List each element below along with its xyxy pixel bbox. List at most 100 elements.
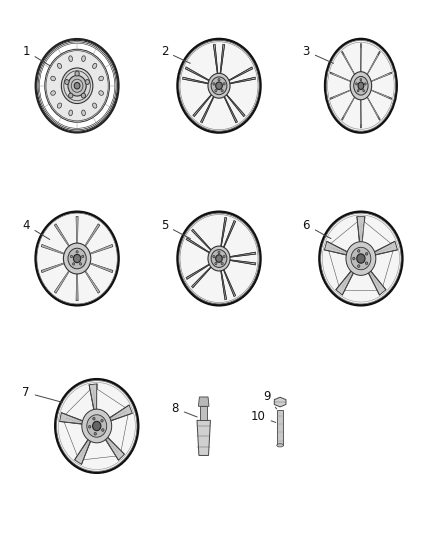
Ellipse shape: [177, 212, 261, 305]
Polygon shape: [220, 267, 226, 300]
Polygon shape: [76, 216, 78, 248]
Ellipse shape: [73, 263, 74, 265]
Ellipse shape: [354, 76, 368, 95]
Ellipse shape: [221, 90, 223, 92]
Ellipse shape: [356, 83, 357, 85]
Ellipse shape: [88, 425, 91, 428]
Text: 5: 5: [161, 219, 191, 239]
Ellipse shape: [218, 78, 220, 81]
Polygon shape: [86, 245, 113, 256]
Polygon shape: [222, 221, 236, 251]
Ellipse shape: [208, 74, 230, 98]
Ellipse shape: [57, 63, 62, 68]
Ellipse shape: [45, 49, 110, 122]
Ellipse shape: [75, 71, 79, 76]
Polygon shape: [226, 67, 253, 82]
Polygon shape: [367, 88, 392, 99]
Polygon shape: [83, 436, 116, 460]
Text: 6: 6: [303, 219, 331, 239]
Ellipse shape: [357, 90, 359, 92]
Polygon shape: [330, 88, 354, 99]
Ellipse shape: [211, 77, 227, 95]
Polygon shape: [220, 217, 226, 250]
Polygon shape: [76, 269, 78, 301]
Polygon shape: [192, 229, 213, 253]
Polygon shape: [277, 410, 283, 446]
Text: 10: 10: [251, 410, 276, 423]
Ellipse shape: [87, 415, 107, 437]
Ellipse shape: [357, 265, 360, 268]
Polygon shape: [369, 241, 397, 256]
Ellipse shape: [218, 252, 220, 254]
Text: 2: 2: [161, 45, 190, 63]
Polygon shape: [274, 397, 286, 407]
Ellipse shape: [213, 255, 215, 258]
Ellipse shape: [92, 63, 97, 68]
Ellipse shape: [61, 68, 93, 103]
Ellipse shape: [82, 409, 112, 443]
Polygon shape: [86, 261, 113, 273]
Polygon shape: [330, 72, 354, 83]
Polygon shape: [223, 93, 237, 123]
Ellipse shape: [357, 254, 365, 263]
Ellipse shape: [358, 82, 364, 90]
Polygon shape: [193, 92, 214, 117]
Polygon shape: [201, 93, 215, 123]
Ellipse shape: [76, 251, 78, 253]
Polygon shape: [185, 67, 212, 82]
Ellipse shape: [92, 421, 101, 431]
Polygon shape: [227, 77, 255, 84]
Polygon shape: [64, 422, 90, 456]
Ellipse shape: [365, 262, 368, 264]
Polygon shape: [54, 224, 72, 251]
Ellipse shape: [71, 255, 73, 257]
Ellipse shape: [99, 76, 103, 81]
Ellipse shape: [69, 93, 73, 98]
Ellipse shape: [35, 212, 119, 305]
Polygon shape: [222, 266, 236, 296]
Polygon shape: [227, 252, 256, 257]
Ellipse shape: [346, 241, 376, 276]
Ellipse shape: [92, 103, 97, 108]
Ellipse shape: [351, 247, 371, 270]
Ellipse shape: [277, 443, 283, 447]
Polygon shape: [336, 266, 356, 295]
Ellipse shape: [74, 83, 80, 89]
Ellipse shape: [82, 255, 84, 257]
Polygon shape: [357, 216, 365, 248]
Polygon shape: [54, 266, 72, 293]
Ellipse shape: [223, 83, 225, 85]
Ellipse shape: [55, 379, 138, 473]
Ellipse shape: [350, 72, 371, 100]
Ellipse shape: [81, 56, 85, 61]
Polygon shape: [227, 260, 256, 265]
Ellipse shape: [51, 91, 56, 95]
Ellipse shape: [365, 253, 368, 255]
Polygon shape: [325, 241, 353, 256]
Text: 1: 1: [22, 45, 50, 66]
Polygon shape: [89, 384, 97, 416]
Polygon shape: [183, 77, 211, 84]
Ellipse shape: [213, 83, 215, 85]
Polygon shape: [186, 263, 212, 279]
Polygon shape: [197, 421, 210, 455]
Polygon shape: [97, 389, 125, 420]
Ellipse shape: [65, 79, 69, 84]
Text: 8: 8: [172, 402, 197, 417]
Ellipse shape: [85, 79, 89, 84]
Polygon shape: [60, 413, 88, 424]
Ellipse shape: [69, 56, 73, 61]
Polygon shape: [342, 51, 357, 78]
Text: 4: 4: [22, 219, 50, 239]
Ellipse shape: [57, 103, 62, 108]
Ellipse shape: [81, 110, 85, 116]
Polygon shape: [368, 251, 393, 286]
Polygon shape: [186, 238, 212, 254]
Polygon shape: [329, 251, 353, 286]
Ellipse shape: [215, 90, 217, 92]
Text: 7: 7: [22, 386, 63, 402]
Ellipse shape: [364, 83, 366, 85]
Ellipse shape: [81, 93, 85, 98]
Ellipse shape: [221, 262, 223, 264]
Polygon shape: [82, 266, 100, 293]
